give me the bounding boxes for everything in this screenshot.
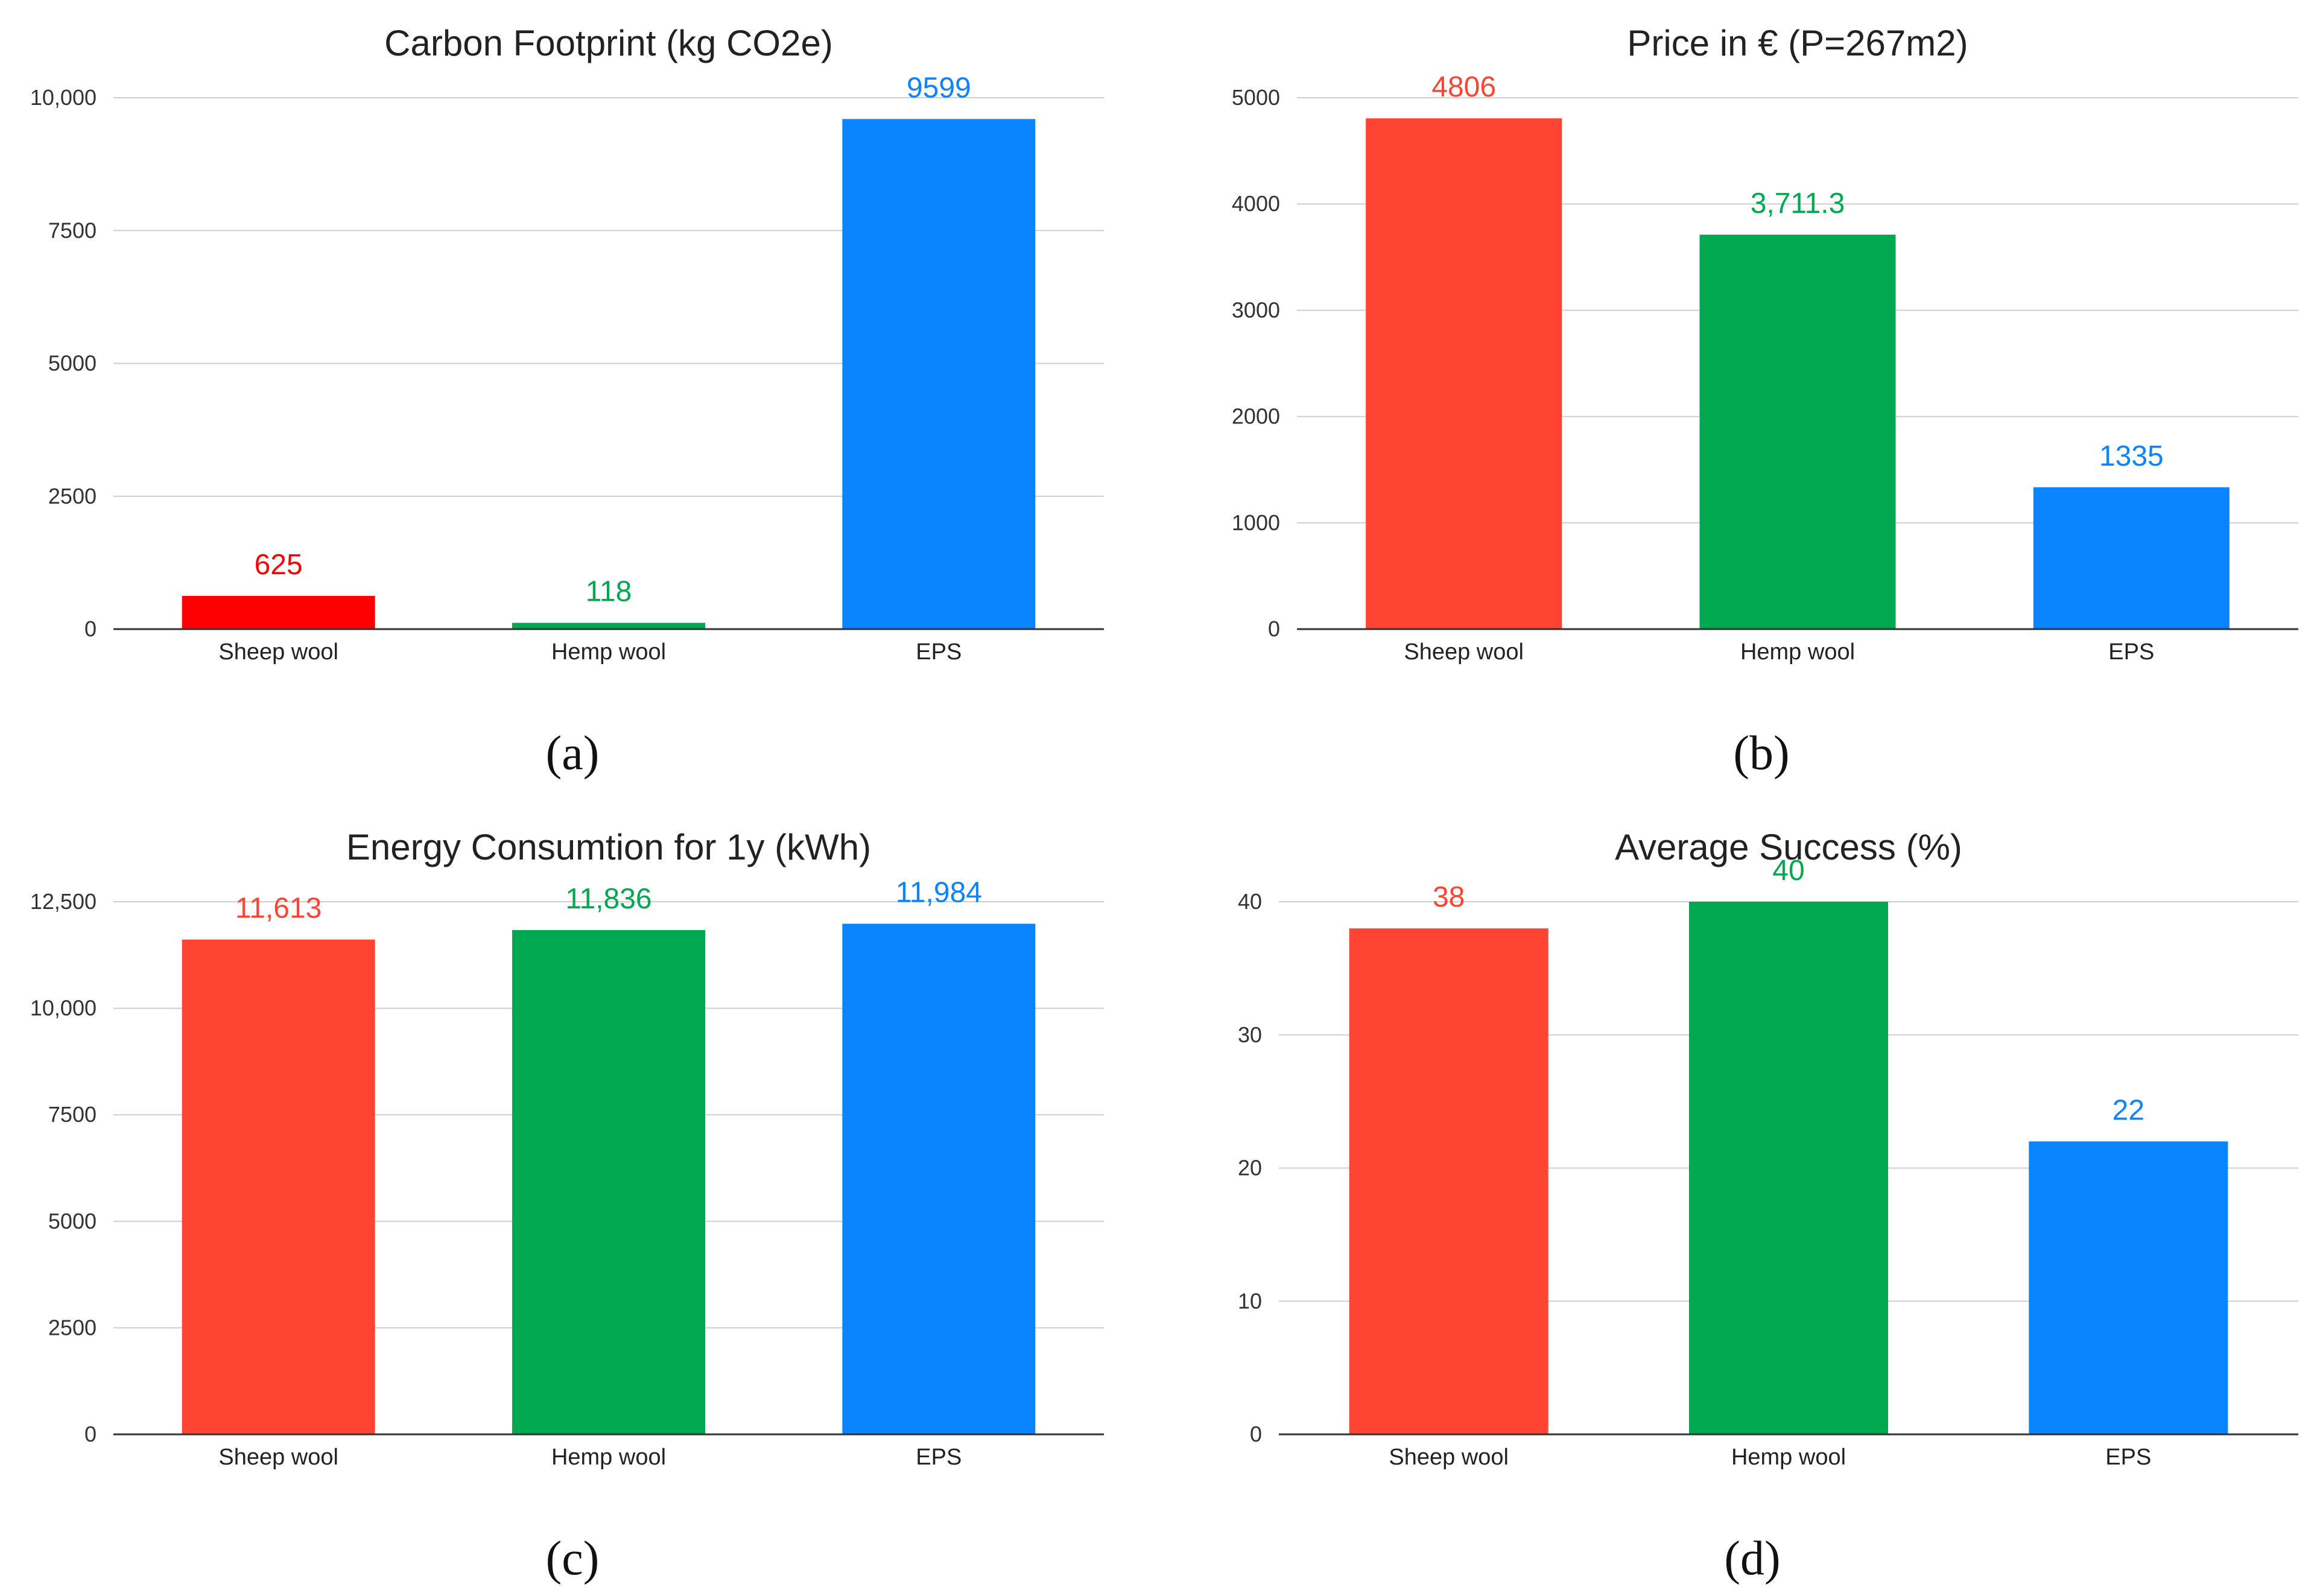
data-label: 22 (2112, 1094, 2144, 1126)
chart-c: Energy Consumtion for 1y (kWh) 0 2500 5000 7… (30, 827, 1104, 1585)
x-tick-label: Hemp wool (1731, 1445, 1846, 1470)
y-tick-label: 40 (1238, 889, 1262, 914)
x-tick-label: Sheep wool (218, 639, 338, 665)
bar-eps (2033, 487, 2230, 629)
bar-sheep-wool (1349, 928, 1548, 1434)
y-tick-label: 0 (1268, 616, 1280, 641)
y-tick-label: 0 (84, 616, 97, 641)
y-tick-label: 2000 (1232, 404, 1280, 429)
data-label: 4806 (1431, 71, 1496, 103)
y-tick-label: 10,000 (30, 85, 97, 110)
data-label: 625 (255, 549, 303, 581)
chart-d: Average Success (%) 0 10 20 30 40 38 Sheep wool… (1238, 827, 2298, 1585)
subfigure-caption: (d) (1724, 1532, 1780, 1585)
y-tick-label: 3000 (1232, 297, 1280, 322)
bar-hemp-wool (512, 929, 705, 1434)
y-tick-label: 5000 (1232, 85, 1280, 110)
subfigure-caption: (b) (1733, 727, 1789, 780)
bar-sheep-wool (1366, 118, 1562, 629)
subfigure-caption: (a) (546, 727, 600, 780)
x-tick-label: EPS (2108, 639, 2154, 665)
x-tick-label: Sheep wool (1404, 639, 1524, 665)
chart-title: Carbon Footprint (kg CO2e) (384, 23, 833, 63)
bar-eps (842, 119, 1036, 629)
bar-eps (842, 923, 1036, 1434)
chart-title: Average Success (%) (1615, 827, 1962, 867)
y-tick-label: 0 (84, 1422, 97, 1446)
x-tick-label: Hemp wool (551, 1445, 666, 1470)
bar-eps (2029, 1141, 2228, 1434)
x-tick-label: Sheep wool (1389, 1445, 1509, 1470)
x-tick-label: EPS (916, 639, 962, 665)
subfigure-caption: (c) (546, 1532, 600, 1585)
bar-sheep-wool (182, 595, 375, 629)
y-tick-label: 10 (1238, 1288, 1262, 1313)
y-tick-label: 10,000 (30, 996, 97, 1021)
x-tick-label: Hemp wool (551, 639, 666, 665)
y-tick-label: 5000 (48, 351, 97, 376)
bar-hemp-wool (1699, 235, 1896, 629)
chart-title: Price in € (P=267m2) (1627, 23, 1968, 63)
y-tick-label: 5000 (48, 1209, 97, 1233)
y-tick-label: 7500 (48, 218, 97, 242)
bar-hemp-wool (512, 622, 705, 629)
y-tick-label: 2500 (48, 1315, 97, 1340)
data-label: 9599 (907, 72, 971, 104)
chart-a: Carbon Footprint (kg CO2e) 0 2500 5000 7500 1… (30, 23, 1104, 780)
data-label: 11,984 (896, 876, 982, 908)
chart-b: Price in € (P=267m2) 0 1000 2000 3000 4000 500… (1232, 23, 2298, 780)
y-tick-label: 20 (1238, 1156, 1262, 1180)
y-tick-label: 0 (1250, 1422, 1262, 1446)
y-tick-label: 1000 (1232, 510, 1280, 535)
y-tick-label: 4000 (1232, 191, 1280, 216)
bar-hemp-wool (1689, 902, 1888, 1434)
x-tick-label: EPS (2105, 1445, 2151, 1470)
data-label: 1335 (2099, 440, 2164, 472)
data-label: 11,836 (565, 883, 651, 915)
y-tick-label: 2500 (48, 484, 97, 508)
y-tick-label: 30 (1238, 1022, 1262, 1047)
x-tick-label: Hemp wool (1740, 639, 1855, 665)
data-label: 118 (586, 576, 632, 608)
data-label: 3,711.3 (1751, 188, 1845, 220)
y-tick-label: 12,500 (30, 889, 97, 914)
y-tick-label: 7500 (48, 1102, 97, 1127)
data-label: 40 (1772, 855, 1804, 887)
x-tick-label: EPS (916, 1445, 962, 1470)
bar-sheep-wool (182, 939, 375, 1434)
data-label: 38 (1433, 881, 1465, 913)
x-tick-label: Sheep wool (218, 1445, 338, 1470)
chart-title: Energy Consumtion for 1y (kWh) (346, 827, 871, 867)
data-label: 11,613 (235, 893, 322, 925)
